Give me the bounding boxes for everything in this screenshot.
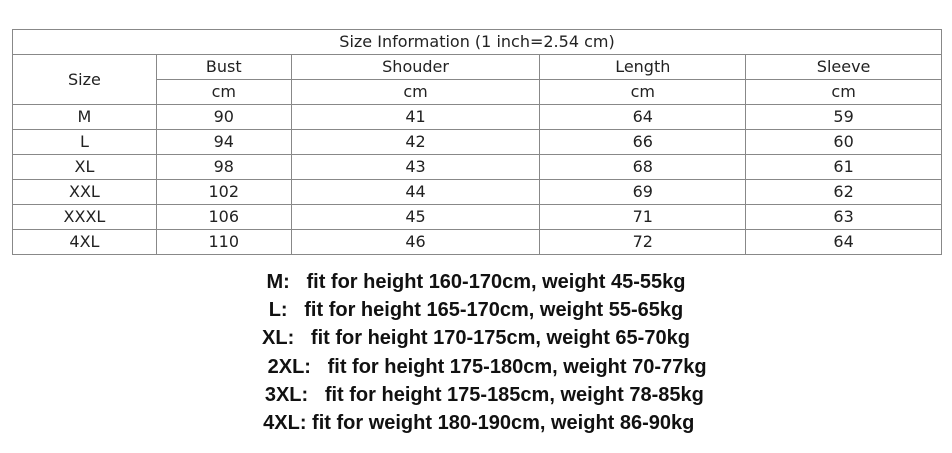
value-cell: 94 [155, 129, 292, 155]
fit-note: 2XL: fit for height 175-180cm, weight 70… [245, 355, 707, 378]
value-cell: 59 [745, 104, 942, 130]
table-row: M 90 41 64 59 [12, 104, 942, 130]
value-cell: 90 [155, 104, 292, 130]
value-cell: 69 [539, 179, 747, 205]
units-row: cm cm cm cm [13, 79, 942, 105]
size-cell: XXL [12, 179, 157, 205]
value-cell: 45 [290, 204, 541, 230]
value-cell: 71 [539, 204, 747, 230]
value-cell: 72 [539, 229, 747, 255]
column-header: Bust [155, 54, 292, 80]
size-cell: L [12, 129, 157, 155]
fit-note: 3XL: fit for height 175-185cm, weight 78… [248, 383, 704, 406]
value-cell: 66 [539, 129, 747, 155]
fit-note: 4XL: fit for weight 180-190cm, weight 86… [257, 411, 695, 434]
value-cell: 46 [290, 229, 541, 255]
size-header: Size [12, 54, 157, 105]
value-cell: 42 [290, 129, 541, 155]
size-cell: XL [12, 154, 157, 180]
unit-cell: cm [155, 79, 292, 105]
value-cell: 102 [155, 179, 292, 205]
value-cell: 43 [290, 154, 541, 180]
fit-notes: M: fit for height 160-170cm, weight 45-5… [0, 268, 952, 437]
fit-note: M: fit for height 160-170cm, weight 45-5… [266, 271, 686, 293]
column-header: Sleeve [745, 54, 942, 80]
table-row: 4XL 110 46 72 64 [12, 229, 942, 255]
title-row: Size Information (1 inch=2.54 cm) [12, 29, 942, 55]
value-cell: 98 [155, 154, 292, 180]
value-cell: 60 [745, 129, 942, 155]
table-title: Size Information (1 inch=2.54 cm) [12, 29, 942, 55]
table-row: XXXL 106 45 71 63 [12, 204, 942, 230]
table-row: L 94 42 66 60 [12, 129, 942, 155]
fit-note: L: fit for height 165-170cm, weight 55-6… [268, 299, 684, 322]
column-header: Length [539, 54, 747, 80]
table-row: XXL 102 44 69 62 [12, 179, 942, 205]
column-header: Shouder [290, 54, 541, 80]
value-cell: 68 [539, 154, 747, 180]
unit-cell: cm [539, 79, 747, 105]
unit-cell: cm [290, 79, 541, 105]
header-row: Size Bust Shouder Length Sleeve [12, 54, 942, 105]
size-cell: 4XL [12, 229, 157, 255]
value-cell: 61 [745, 154, 942, 180]
value-cell: 41 [290, 104, 541, 130]
size-cell: M [12, 104, 157, 130]
value-cell: 64 [745, 229, 942, 255]
unit-cell: cm [745, 79, 942, 105]
value-cell: 110 [155, 229, 292, 255]
value-cell: 63 [745, 204, 942, 230]
value-cell: 62 [745, 179, 942, 205]
fit-note: XL: fit for height 170-175cm, weight 65-… [262, 327, 690, 350]
value-cell: 44 [290, 179, 541, 205]
value-cell: 106 [155, 204, 292, 230]
value-cell: 64 [539, 104, 747, 130]
size-table: Size Information (1 inch=2.54 cm) Size B… [12, 29, 942, 255]
size-cell: XXXL [12, 204, 157, 230]
table-row: XL 98 43 68 61 [12, 154, 942, 180]
